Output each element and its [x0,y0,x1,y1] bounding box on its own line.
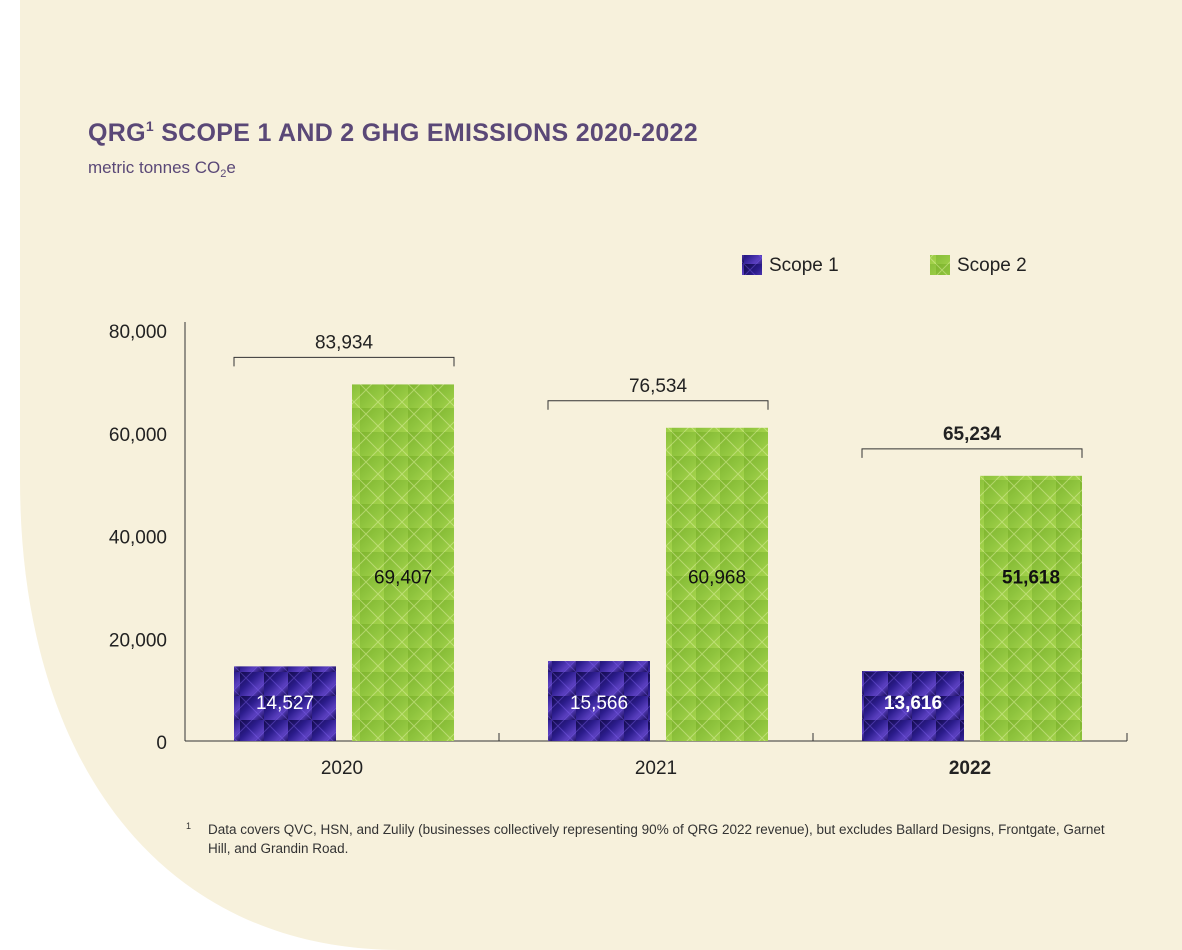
y-tick-label: 0 [156,733,167,754]
total-label: 65,234 [943,424,1002,445]
footnote-text: Data covers QVC, HSN, and Zulily (busine… [208,820,1116,858]
title-text: SCOPE 1 AND 2 GHG EMISSIONS 2020-2022 [161,119,698,147]
page: 0 20,000 40,000 60,000 80,000 2020 14,527 69,40… [0,0,1182,950]
legend-swatch [742,255,762,275]
y-tick-label: 40,000 [109,528,167,549]
value-label: 15,566 [570,693,628,714]
value-label: 13,616 [884,693,942,714]
subtitle-text: e [226,158,235,177]
footnote: 1 Data covers QVC, HSN, and Zulily (busin… [186,820,1116,858]
value-label: 14,527 [256,693,314,714]
x-tick-label: 2022 [949,758,991,779]
total-label: 76,534 [629,376,688,397]
x-tick-label: 2021 [635,758,677,779]
x-tick-label: 2020 [321,758,363,779]
footnote-mark: 1 [186,817,191,836]
title-text: QRG [88,119,146,147]
chart-subtitle: metric tonnes CO2e [88,158,236,180]
legend-label: Scope 1 [769,255,839,276]
value-label: 69,407 [374,568,432,589]
chart-title: QRG1 SCOPE 1 AND 2 GHG EMISSIONS 2020-20… [88,118,698,148]
legend-swatch [930,255,950,275]
bar [352,384,454,741]
y-tick-label: 20,000 [109,630,167,651]
total-label: 83,934 [315,332,374,353]
bar [980,476,1082,741]
legend-label: Scope 2 [957,255,1027,276]
y-tick-label: 80,000 [109,322,167,343]
value-label: 51,618 [1002,568,1060,589]
subtitle-text: metric tonnes CO [88,158,220,177]
y-tick-label: 60,000 [109,425,167,446]
title-superscript: 1 [146,118,154,134]
value-label: 60,968 [688,568,746,589]
